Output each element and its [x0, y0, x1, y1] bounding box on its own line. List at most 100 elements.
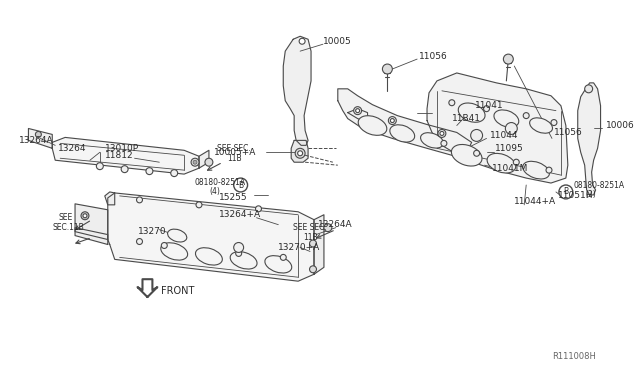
Text: 08180-8251A: 08180-8251A	[194, 177, 245, 186]
Circle shape	[234, 178, 248, 192]
Circle shape	[356, 109, 360, 113]
Ellipse shape	[358, 116, 387, 135]
Text: 11041: 11041	[475, 101, 503, 110]
Text: 13010P: 13010P	[105, 144, 139, 153]
Circle shape	[506, 122, 517, 134]
Ellipse shape	[487, 153, 516, 173]
Polygon shape	[284, 36, 311, 145]
Text: SEE SEC.: SEE SEC.	[293, 223, 327, 232]
Circle shape	[354, 107, 362, 115]
Text: 11056: 11056	[419, 52, 448, 61]
Text: 13264+A: 13264+A	[219, 210, 261, 219]
Ellipse shape	[530, 118, 552, 133]
Ellipse shape	[420, 133, 444, 148]
Circle shape	[193, 160, 197, 164]
Circle shape	[280, 254, 286, 260]
Ellipse shape	[451, 144, 482, 166]
Text: (2): (2)	[586, 190, 596, 199]
Circle shape	[383, 64, 392, 74]
Circle shape	[470, 129, 483, 141]
Ellipse shape	[195, 248, 222, 265]
Circle shape	[298, 151, 303, 156]
Circle shape	[441, 140, 447, 146]
Circle shape	[546, 167, 552, 173]
Text: 11095: 11095	[495, 144, 524, 153]
Circle shape	[146, 168, 153, 174]
Polygon shape	[28, 128, 52, 148]
Circle shape	[136, 238, 143, 244]
Polygon shape	[314, 215, 324, 274]
Circle shape	[205, 158, 213, 166]
Circle shape	[310, 240, 317, 247]
Polygon shape	[578, 83, 600, 195]
Circle shape	[513, 159, 519, 165]
Polygon shape	[75, 228, 108, 244]
Circle shape	[196, 202, 202, 208]
Polygon shape	[291, 140, 308, 162]
Polygon shape	[105, 192, 115, 205]
Text: 11B: 11B	[227, 154, 241, 163]
Circle shape	[236, 250, 242, 256]
Circle shape	[295, 148, 305, 158]
Text: 13264A: 13264A	[19, 136, 53, 145]
Circle shape	[35, 131, 42, 137]
Ellipse shape	[494, 110, 519, 127]
Text: FRONT: FRONT	[161, 286, 195, 296]
Circle shape	[324, 224, 332, 232]
Circle shape	[504, 54, 513, 64]
Ellipse shape	[230, 252, 257, 269]
Circle shape	[388, 116, 396, 125]
Circle shape	[310, 266, 317, 273]
Ellipse shape	[523, 161, 549, 179]
Circle shape	[484, 106, 490, 112]
Text: 15255: 15255	[219, 193, 248, 202]
Text: B: B	[238, 180, 243, 189]
Text: 13264: 13264	[58, 144, 86, 153]
Text: 10005: 10005	[323, 37, 352, 46]
Text: B: B	[563, 187, 568, 196]
Ellipse shape	[390, 125, 415, 142]
Text: SEE: SEE	[58, 213, 72, 222]
Polygon shape	[348, 109, 367, 122]
Text: SEC.11B: SEC.11B	[52, 223, 84, 232]
Text: 11B41: 11B41	[452, 114, 481, 123]
Circle shape	[191, 158, 199, 166]
Text: 08180-8251A: 08180-8251A	[574, 180, 625, 189]
Circle shape	[474, 150, 479, 156]
Circle shape	[559, 185, 573, 199]
Circle shape	[97, 163, 103, 170]
Text: 13264A: 13264A	[318, 220, 353, 229]
Text: SEE SEC.: SEE SEC.	[217, 144, 251, 153]
Ellipse shape	[161, 243, 188, 260]
Circle shape	[161, 243, 167, 248]
Text: 11812: 11812	[105, 151, 133, 160]
Circle shape	[234, 243, 244, 253]
Polygon shape	[138, 279, 157, 297]
Circle shape	[299, 38, 305, 44]
Circle shape	[524, 113, 529, 119]
Polygon shape	[75, 204, 108, 240]
Ellipse shape	[168, 229, 187, 242]
Circle shape	[551, 119, 557, 125]
Circle shape	[585, 85, 593, 93]
Text: 11051H: 11051H	[558, 192, 593, 201]
Circle shape	[83, 214, 87, 218]
Text: 11B: 11B	[303, 233, 317, 242]
Circle shape	[438, 129, 446, 137]
Circle shape	[136, 197, 143, 203]
Text: 11041M: 11041M	[492, 164, 528, 173]
Circle shape	[440, 131, 444, 135]
Polygon shape	[108, 193, 314, 281]
Polygon shape	[427, 73, 568, 183]
Circle shape	[390, 119, 394, 122]
Text: (4): (4)	[209, 187, 220, 196]
Text: 13270+A: 13270+A	[278, 243, 321, 252]
Ellipse shape	[265, 256, 292, 273]
Text: R111008H: R111008H	[552, 352, 596, 361]
Ellipse shape	[458, 103, 485, 122]
Text: 11056: 11056	[554, 128, 582, 137]
Circle shape	[449, 100, 455, 106]
Polygon shape	[52, 137, 199, 174]
Text: 11044+A: 11044+A	[515, 198, 556, 206]
Text: 11044: 11044	[490, 131, 518, 140]
